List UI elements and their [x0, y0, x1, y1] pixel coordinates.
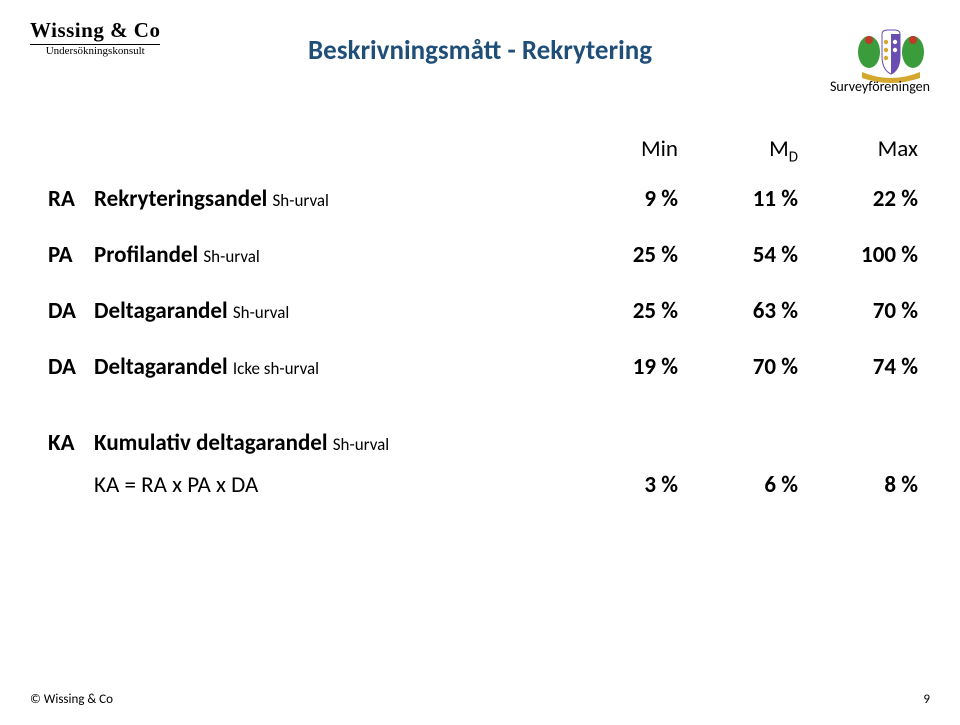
- row-label-sub: Sh-urval: [233, 302, 289, 323]
- row-label: Rekryteringsandel Sh-urval: [94, 185, 558, 213]
- row-label-sub: Sh-urval: [203, 246, 259, 267]
- cell-max: 100 %: [798, 241, 918, 269]
- col-md: MD: [678, 135, 798, 167]
- col-min: Min: [558, 135, 678, 163]
- col-md-m: M: [769, 135, 789, 163]
- row-code: RA: [48, 185, 94, 213]
- formula-label: KA = RA x PA x DA: [94, 471, 558, 499]
- row-label-main: Rekryteringsandel: [94, 185, 273, 213]
- company-name: Wissing & Co: [30, 18, 160, 43]
- cell-min: 25 %: [558, 241, 678, 269]
- cell-md: 6 %: [678, 471, 798, 499]
- table-row: PA Profilandel Sh-urval 25 % 54 % 100 %: [48, 241, 918, 269]
- cell-max: 22 %: [798, 185, 918, 213]
- cell-md: 54 %: [678, 241, 798, 269]
- cell-min: 25 %: [558, 297, 678, 325]
- row-code: DA: [48, 353, 94, 381]
- row-code: KA: [48, 429, 94, 457]
- table-row: DA Deltagarandel Icke sh-urval 19 % 70 %…: [48, 353, 918, 381]
- row-label-sub: Sh-urval: [333, 434, 389, 455]
- cell-min: 19 %: [558, 353, 678, 381]
- cell-min: 9 %: [558, 185, 678, 213]
- spacer: [48, 409, 918, 429]
- cell-max: 70 %: [798, 297, 918, 325]
- row-label-main: Profilandel: [94, 241, 203, 269]
- table-row: DA Deltagarandel Sh-urval 25 % 63 % 70 %: [48, 297, 918, 325]
- row-label-sub: Icke sh-urval: [233, 358, 319, 379]
- col-max: Max: [798, 135, 918, 163]
- cell-min: 3 %: [558, 471, 678, 499]
- cell-md: 63 %: [678, 297, 798, 325]
- company-tagline: Undersökningskonsult: [30, 44, 160, 57]
- cell-max: 74 %: [798, 353, 918, 381]
- company-logo: Wissing & Co Undersökningskonsult: [30, 18, 160, 57]
- formula-row: KA = RA x PA x DA 3 % 6 % 8 %: [48, 471, 918, 499]
- header: Wissing & Co Undersökningskonsult Beskri…: [0, 18, 960, 88]
- ka-row: KA Kumulativ deltagarandel Sh-urval: [48, 429, 918, 457]
- table-header: Min MD Max: [48, 135, 918, 167]
- row-label-sub: Sh-urval: [273, 190, 329, 211]
- row-label-main: Kumulativ deltagarandel: [94, 429, 333, 457]
- row-label: Deltagarandel Icke sh-urval: [94, 353, 558, 381]
- data-table: Min MD Max RA Rekryteringsandel Sh-urval…: [48, 135, 918, 527]
- row-label-main: Deltagarandel: [94, 297, 233, 325]
- row-label-main: Deltagarandel: [94, 353, 233, 381]
- row-code: DA: [48, 297, 94, 325]
- footer-copyright: © Wissing & Co: [30, 692, 113, 707]
- table-row: RA Rekryteringsandel Sh-urval 9 % 11 % 2…: [48, 185, 918, 213]
- association-label: Surveyföreningen: [830, 78, 930, 95]
- page-number: 9: [923, 692, 930, 707]
- cell-max: 8 %: [798, 471, 918, 499]
- cell-md: 70 %: [678, 353, 798, 381]
- row-label: Kumulativ deltagarandel Sh-urval: [94, 429, 558, 457]
- page-title: Beskrivningsmått - Rekrytering: [308, 34, 652, 67]
- row-label: Profilandel Sh-urval: [94, 241, 558, 269]
- row-label: Deltagarandel Sh-urval: [94, 297, 558, 325]
- cell-md: 11 %: [678, 185, 798, 213]
- row-code: PA: [48, 241, 94, 269]
- col-md-d: D: [789, 149, 798, 167]
